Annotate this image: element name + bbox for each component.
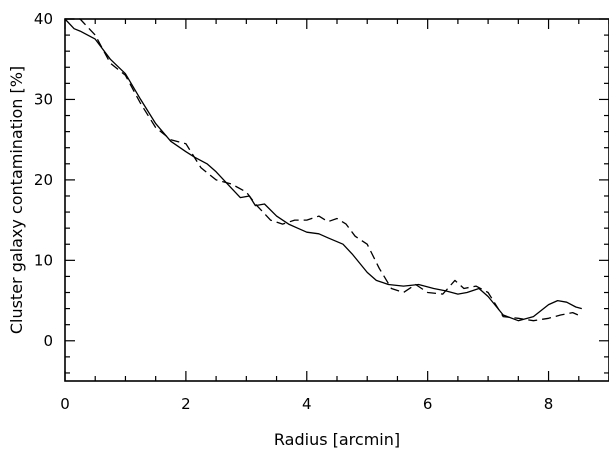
dashed-series-line <box>65 18 583 322</box>
x-tick-label: 8 <box>544 395 554 413</box>
tick-labels: 0 2 4 6 8 0 10 20 30 40 <box>34 10 553 413</box>
y-tick-label: 0 <box>43 332 53 350</box>
x-axis-label: Radius [arcmin] <box>274 430 400 449</box>
x-tick-label: 0 <box>60 395 70 413</box>
data-lines <box>64 18 583 322</box>
y-tick-label: 10 <box>34 251 53 269</box>
y-axis-label: Cluster galaxy contamination [%] <box>7 66 26 334</box>
plot-frame <box>64 18 609 382</box>
y-tick-label: 40 <box>34 10 53 28</box>
y-tick-label: 30 <box>34 90 53 108</box>
x-tick-label: 4 <box>302 395 312 413</box>
solid-series-line <box>64 18 582 322</box>
axis-ticks <box>64 18 609 381</box>
x-tick-label: 6 <box>423 395 433 413</box>
x-tick-label: 2 <box>181 395 191 413</box>
y-tick-label: 20 <box>34 171 53 189</box>
